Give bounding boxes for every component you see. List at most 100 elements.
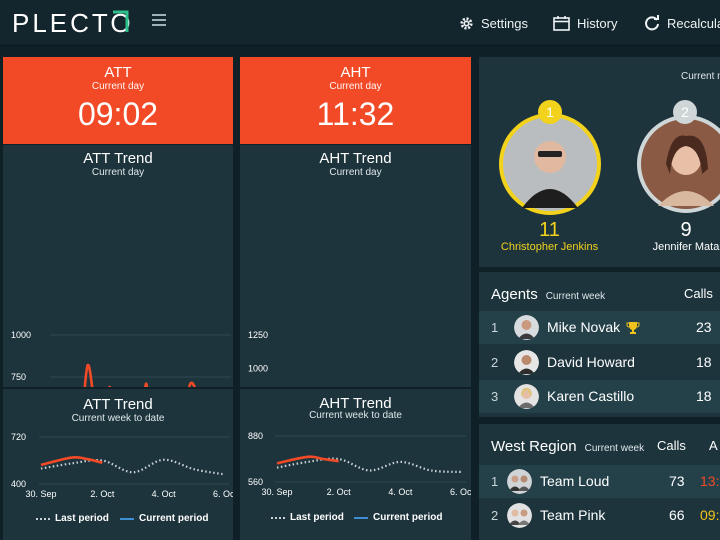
aht-kpi-subtitle: Current day [329, 81, 382, 92]
agent-name: David Howard [547, 354, 635, 370]
team-avatar [507, 469, 532, 494]
west-region-title: West Region [491, 438, 577, 455]
row-rank: 3 [491, 389, 499, 404]
last-period-line [276, 457, 463, 474]
first-place-rank-badge: 1 [538, 100, 562, 124]
aht-trend-week-panel: AHT Trend Current week to date 560 880 30.… [240, 389, 471, 540]
row-rank: 1 [491, 320, 499, 335]
y-tick-label: 750 [11, 372, 26, 382]
att-kpi-value: 09:02 [77, 96, 159, 132]
agent-name: Mike Novak [547, 319, 621, 335]
att-kpi-card[interactable]: ATT Current day 09:02 [3, 57, 233, 144]
aht-trend-day-subtitle: Current day [329, 167, 382, 178]
last-period-line [40, 458, 226, 476]
top-bar: PLECTO Settings History Recalcula [0, 0, 720, 46]
att-kpi-title: ATT [104, 64, 132, 81]
row-rank: 1 [491, 474, 499, 489]
west-second-column-header[interactable]: A [709, 438, 718, 453]
app-logo[interactable]: PLECTO [12, 8, 134, 38]
x-tick-label: 2. Oct [327, 487, 352, 497]
agents-subtitle: Current week [545, 291, 606, 302]
west-calls-column-header[interactable]: Calls [657, 438, 686, 453]
table-row[interactable]: 2 Team Pink 66 09: [479, 499, 720, 532]
att-trend-day-title: ATT Trend [83, 150, 153, 167]
leaderboard-panel: Current m 1 11 Christopher Jenkins 2 9 J… [479, 57, 720, 267]
att-trend-week-panel: ATT Trend Current week to date 400 720 30.… [3, 389, 233, 540]
history-button[interactable]: History [553, 13, 617, 33]
avatar [514, 350, 539, 375]
team-avatar [507, 503, 532, 528]
row-rank: 2 [491, 508, 499, 523]
legend-current-period[interactable]: Current period [120, 513, 208, 524]
x-tick-label: 2. Oct [90, 489, 115, 499]
calendar-icon [553, 16, 570, 31]
x-tick-label: 6. Oct [450, 487, 471, 497]
aht-kpi-title: AHT [340, 64, 371, 81]
aht-kpi-card[interactable]: AHT Current day 11:32 [240, 57, 471, 144]
second-place-rank-badge: 2 [673, 100, 697, 124]
second-place-avatar[interactable] [636, 114, 720, 214]
legend-last-label: Last period [55, 513, 109, 524]
agent-name: Karen Castillo [547, 388, 635, 404]
hamburger-menu-icon[interactable] [152, 14, 166, 28]
y-tick-label: 720 [11, 432, 26, 442]
x-tick-label: 4. Oct [388, 487, 413, 497]
trophy-icon [626, 322, 640, 334]
table-row[interactable]: 3 Karen Castillo 18 [479, 380, 720, 413]
first-place-avatar[interactable] [498, 112, 602, 216]
settings-button[interactable]: Settings [459, 13, 528, 33]
att-trend-day-chart: 025050075010002. Oct08:0016:00 [11, 330, 231, 387]
avatar [514, 315, 539, 340]
table-row[interactable]: 1 Team Loud 73 13: [479, 465, 720, 498]
recalculate-label: Recalcula [667, 15, 720, 31]
current-period-line [40, 455, 103, 467]
legend-last-period[interactable]: Last period [36, 513, 109, 524]
recalculate-button[interactable]: Recalcula [644, 13, 720, 33]
legend-last-label: Last period [290, 512, 344, 523]
second-place-score: 9 [680, 219, 692, 241]
x-tick-label: 30. Sep [25, 489, 56, 499]
agents-calls-column-header[interactable]: Calls [684, 286, 713, 301]
y-tick-label: 1000 [11, 330, 31, 340]
row-rank: 2 [491, 355, 499, 370]
series-line [83, 363, 196, 387]
att-trend-day-subtitle: Current day [91, 167, 145, 178]
settings-label: Settings [481, 15, 528, 31]
team-second-value: 09: [700, 507, 720, 523]
team-calls: 73 [669, 473, 685, 489]
x-tick-label: 6. Oct [213, 489, 233, 499]
leaderboard-subtitle: Current m [681, 71, 720, 82]
second-place-name: Jennifer Mata [652, 241, 720, 253]
table-row[interactable]: 1 Mike Novak 23 [479, 311, 720, 344]
west-region-subtitle: Current week [584, 443, 645, 454]
att-trend-week-chart: 400 720 30. Sep 2. Oct 4. Oct 6. Oct [11, 432, 233, 499]
agent-calls: 18 [696, 354, 712, 370]
legend-current-period[interactable]: Current period [354, 512, 442, 523]
current-period-line [276, 455, 339, 465]
team-name: Team Loud [540, 473, 610, 489]
att-trend-week-title: ATT Trend [83, 396, 153, 413]
agent-calls: 23 [696, 319, 712, 335]
team-name: Team Pink [540, 507, 606, 523]
aht-trend-day-chart: 0250500750100012502. Oct08:0016:00 [248, 330, 268, 374]
agents-header: Agents Current week [491, 286, 605, 303]
gear-icon [460, 16, 473, 30]
history-label: History [577, 15, 618, 31]
y-tick-label: 560 [248, 477, 263, 487]
aht-trend-week-chart: 560 880 30. Sep 2. Oct 4. Oct 6. Oct [248, 431, 471, 497]
y-tick-label: 1000 [248, 364, 268, 374]
x-tick-label: 30. Sep [261, 487, 292, 497]
table-row[interactable]: 2 David Howard 18 [479, 346, 720, 379]
team-second-value: 13: [700, 473, 720, 489]
aht-trend-day-title: AHT Trend [319, 150, 392, 167]
west-region-header: West Region Current week [491, 438, 644, 455]
first-place-score: 11 [539, 219, 560, 241]
att-trend-day-panel: ATT Trend Current day 025050075010002. O… [3, 145, 233, 387]
avatar [514, 384, 539, 409]
aht-trend-day-panel: AHT Trend Current day 025050075010001250… [240, 145, 471, 387]
att-kpi-subtitle: Current day [91, 81, 145, 92]
y-tick-label: 880 [248, 431, 263, 441]
legend-last-period[interactable]: Last period [271, 512, 344, 523]
x-tick-label: 4. Oct [152, 489, 177, 499]
refresh-icon [645, 15, 659, 31]
